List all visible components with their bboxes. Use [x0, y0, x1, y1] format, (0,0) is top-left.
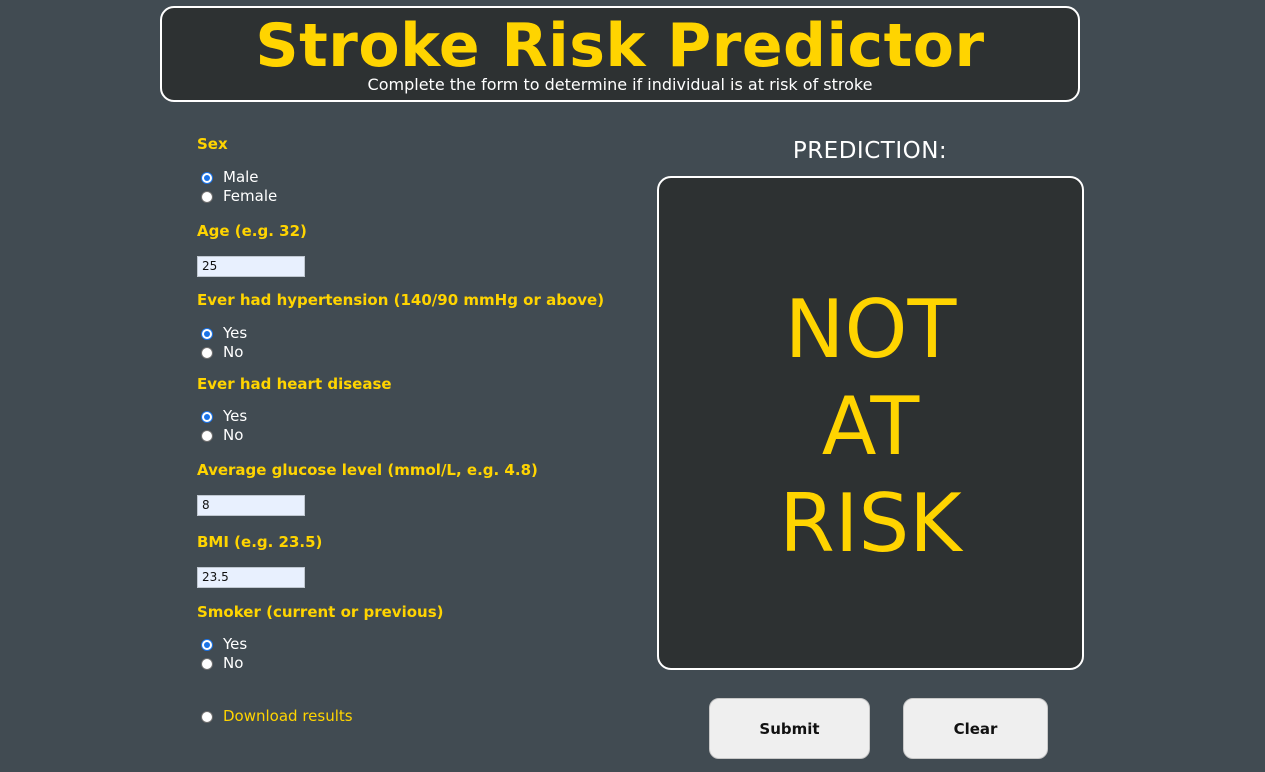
- sex-male-radio[interactable]: [201, 171, 213, 184]
- sex-female-radio[interactable]: [201, 190, 213, 203]
- age-input[interactable]: 25: [197, 256, 305, 277]
- prediction-result: NOT AT RISK: [721, 281, 1021, 572]
- heart-disease-option-yes[interactable]: Yes: [201, 407, 247, 426]
- smoker-yes-label: Yes: [223, 635, 248, 653]
- prediction-result-line: NOT: [784, 282, 957, 376]
- sex-option-male[interactable]: Male: [201, 168, 259, 187]
- bmi-input[interactable]: 23.5: [197, 567, 305, 588]
- download-results-label: Download results: [223, 707, 353, 725]
- prediction-result-line: RISK: [779, 476, 962, 570]
- hypertension-option-yes[interactable]: Yes: [201, 324, 247, 343]
- age-label: Age (e.g. 32): [197, 222, 307, 240]
- prediction-result-line: AT: [821, 379, 920, 473]
- heart-disease-option-no[interactable]: No: [201, 426, 243, 445]
- page-subtitle: Complete the form to determine if indivi…: [367, 75, 873, 94]
- sex-female-label: Female: [223, 187, 278, 205]
- glucose-label: Average glucose level (mmol/L, e.g. 4.8): [197, 461, 538, 479]
- prediction-title: PREDICTION:: [792, 138, 948, 164]
- submit-button[interactable]: Submit: [709, 698, 870, 759]
- smoker-option-no[interactable]: No: [201, 654, 243, 673]
- clear-button[interactable]: Clear: [903, 698, 1048, 759]
- download-results-radio[interactable]: [201, 710, 213, 723]
- sex-label: Sex: [197, 135, 228, 153]
- stroke-form: Sex Male Female Age (e.g. 32) 25 Ever ha…: [197, 0, 617, 772]
- heart-disease-no-label: No: [223, 426, 244, 444]
- heart-disease-yes-radio[interactable]: [201, 410, 213, 423]
- hypertension-no-radio[interactable]: [201, 346, 213, 359]
- smoker-no-label: No: [223, 654, 244, 672]
- smoker-label: Smoker (current or previous): [197, 603, 444, 621]
- hypertension-yes-radio[interactable]: [201, 327, 213, 340]
- smoker-yes-radio[interactable]: [201, 638, 213, 651]
- smoker-no-radio[interactable]: [201, 657, 213, 670]
- smoker-option-yes[interactable]: Yes: [201, 635, 247, 654]
- download-results-option[interactable]: Download results: [201, 707, 353, 726]
- sex-male-label: Male: [223, 168, 259, 186]
- header-banner: Stroke Risk Predictor Complete the form …: [160, 6, 1080, 102]
- hypertension-no-label: No: [223, 343, 244, 361]
- hypertension-label: Ever had hypertension (140/90 mmHg or ab…: [197, 291, 605, 309]
- page-title: Stroke Risk Predictor: [255, 11, 985, 81]
- bmi-label: BMI (e.g. 23.5): [197, 533, 323, 551]
- sex-option-female[interactable]: Female: [201, 187, 277, 206]
- heart-disease-no-radio[interactable]: [201, 429, 213, 442]
- glucose-input[interactable]: 8: [197, 495, 305, 516]
- prediction-panel: NOT AT RISK: [657, 176, 1084, 670]
- hypertension-option-no[interactable]: No: [201, 343, 243, 362]
- hypertension-yes-label: Yes: [223, 324, 248, 342]
- heart-disease-label: Ever had heart disease: [197, 375, 392, 393]
- heart-disease-yes-label: Yes: [223, 407, 248, 425]
